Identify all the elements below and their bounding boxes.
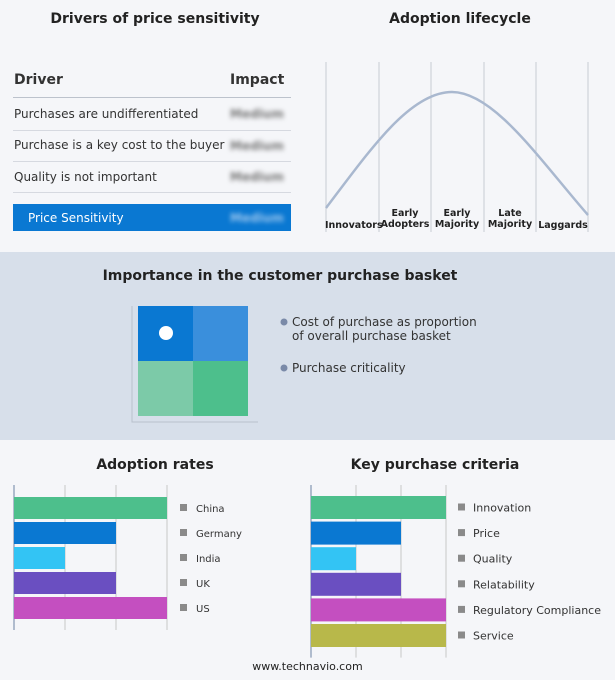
chart-title: Adoption rates [96, 457, 214, 473]
legend-label: Regulatory Compliance [473, 604, 601, 617]
legend-label: UK [196, 579, 210, 590]
bar [14, 572, 116, 594]
table-cell: Purchases are undifferentiated [14, 107, 199, 121]
stage-label: Late Majority [487, 208, 533, 230]
legend-label: Germany [196, 529, 242, 540]
section-title: Adoption lifecycle [389, 11, 531, 27]
bar [14, 597, 167, 619]
legend-label: Quality [473, 553, 513, 566]
stage-label: Early Adopters [380, 208, 430, 230]
legend-marker [458, 554, 465, 562]
bar [311, 496, 446, 519]
bar [311, 521, 401, 545]
adoption-curve [325, 90, 589, 216]
section-title: Drivers of price sensitivity [50, 11, 260, 27]
legend-label: Purchase criticality [292, 361, 406, 375]
table-cell: Quality is not important [14, 170, 157, 184]
summary-label: Price Sensitivity [28, 211, 124, 225]
legend-label: Relatability [473, 578, 535, 591]
table-cell: Medium [230, 139, 284, 153]
bar [311, 598, 446, 622]
summary-value: Medium [230, 211, 284, 225]
legend-marker [180, 529, 187, 536]
stage-label: Early Majority [434, 208, 480, 230]
stage-label: Laggards [538, 220, 588, 231]
legend-marker [180, 554, 187, 561]
legend-marker [180, 604, 187, 611]
table-header: Driver [14, 72, 63, 88]
bar [311, 624, 446, 647]
band [0, 252, 615, 440]
bar [311, 572, 401, 596]
legend-marker [458, 631, 465, 639]
legend-marker [180, 504, 187, 511]
footer: www.technavio.com [252, 660, 363, 673]
bar [14, 522, 116, 544]
legend-marker [458, 580, 465, 588]
legend-marker [458, 529, 465, 537]
legend-label: China [196, 504, 225, 515]
legend-marker [180, 579, 187, 586]
chart-title: Key purchase criteria [350, 457, 520, 473]
table-cell: Medium [230, 170, 284, 184]
legend-label: India [196, 554, 221, 565]
bar [14, 547, 65, 569]
table-header: Impact [230, 72, 285, 88]
bar [14, 497, 167, 519]
summary-row [13, 204, 291, 231]
legend-label: Cost of purchase as proportion of overal… [292, 315, 477, 343]
stage-label: Innovators [325, 220, 383, 231]
legend-label: Innovation [473, 502, 531, 515]
table-cell: Purchase is a key cost to the buyer [14, 138, 225, 152]
lifecycle-diagram [325, 62, 589, 232]
section-title: Importance in the customer purchase bask… [102, 268, 458, 284]
legend-marker [458, 503, 465, 511]
basket-matrix [131, 306, 288, 423]
legend-label: US [196, 604, 210, 615]
legend-label: Price [473, 527, 500, 540]
bar [311, 547, 356, 571]
table-cell: Medium [230, 107, 284, 121]
legend-marker [458, 605, 465, 613]
legend-label: Service [473, 630, 514, 643]
